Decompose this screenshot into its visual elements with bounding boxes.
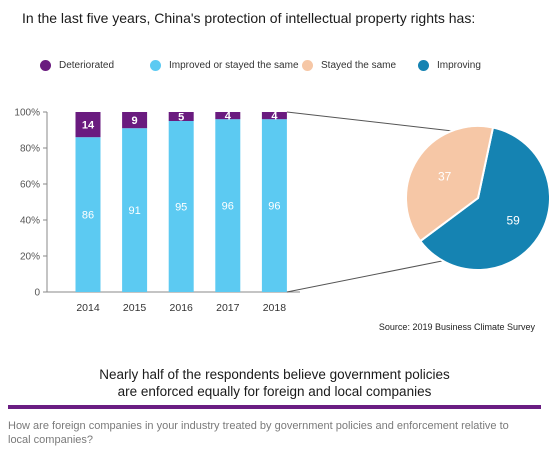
pie-label-improving: 59 [506,214,520,228]
legend-label-stayed-same: Stayed the same [321,60,397,71]
bar-segment-deteriorated [122,112,148,129]
bar-value-label-deteriorated: 5 [178,112,184,124]
legend-item-deteriorated: Deteriorated [40,60,114,71]
x-tick-label: 2015 [123,302,147,314]
legend-label-improved-or-same: Improved or stayed the same [169,60,299,71]
connector-line-bottom [286,256,463,293]
legend-swatch-stayed-same [302,60,313,71]
subheading-line-1: Nearly half of the respondents believe g… [99,367,450,382]
bar-segment-deteriorated [75,112,101,138]
subheading: Nearly half of the respondents believe g… [0,366,549,400]
chart-title: In the last five years, China's protecti… [22,10,476,26]
bar-segment-improved [261,119,287,292]
bar-value-label-improved: 91 [128,205,140,217]
connector-line-top [286,111,471,134]
legend-label-improving: Improving [437,60,481,71]
y-tick-label: 20% [20,252,40,263]
bar-value-label-improved: 86 [82,210,94,222]
legend-item-improving: Improving [418,60,481,71]
y-tick-label: 40% [20,216,40,227]
source-note: Source: 2019 Business Climate Survey [378,322,535,332]
legend: Deteriorated Improved or stayed the same… [0,60,549,82]
bar-segment-improved [75,137,101,292]
legend-swatch-deteriorated [40,60,51,71]
y-tick-label: 80% [20,144,40,155]
bar-value-label-deteriorated: 4 [271,111,278,123]
bar-segment-improved [122,128,148,292]
bar-segment-improved [215,119,241,292]
y-tick-label: 0 [34,288,40,299]
subheading-line-2: are enforced equally for foreign and loc… [117,384,432,399]
x-tick-label: 2017 [216,302,240,314]
bar-value-label-improved: 96 [268,201,280,213]
survey-question: How are foreign companies in your indust… [8,420,509,446]
legend-swatch-improved-or-same [150,60,161,71]
x-tick-label: 2014 [76,302,100,314]
bar-segment-deteriorated [261,112,287,120]
legend-item-improved-or-same: Improved or stayed the same [150,60,299,71]
bar-segment-deteriorated [215,112,241,120]
bar-value-label-deteriorated: 4 [225,111,232,123]
legend-swatch-improving [418,60,429,71]
x-tick-label: 2016 [170,302,194,314]
bar-segment-improved [168,121,194,292]
bar-value-label-improved: 96 [222,201,234,213]
legend-item-stayed-same: Stayed the same [302,60,396,71]
y-tick-label: 60% [20,180,40,191]
y-tick-label: 100% [14,108,40,119]
pie-slice-improving [418,126,549,271]
pie-slice-stayed-same [405,125,495,243]
bar-segment-deteriorated [168,112,194,121]
bar-value-label-deteriorated: 9 [132,115,138,127]
bar-value-label-deteriorated: 14 [82,120,95,132]
bar-value-label-improved: 95 [175,202,187,214]
chart-canvas: 0 20% 40% 60% 80% 100% 86 14 2014 91 9 2015 95 5 2016 9… [14,108,549,314]
legend-label-deteriorated: Deteriorated [59,60,115,71]
pie-label-stayed-same: 37 [438,170,452,184]
x-tick-label: 2018 [263,302,287,314]
section-divider [8,405,541,409]
